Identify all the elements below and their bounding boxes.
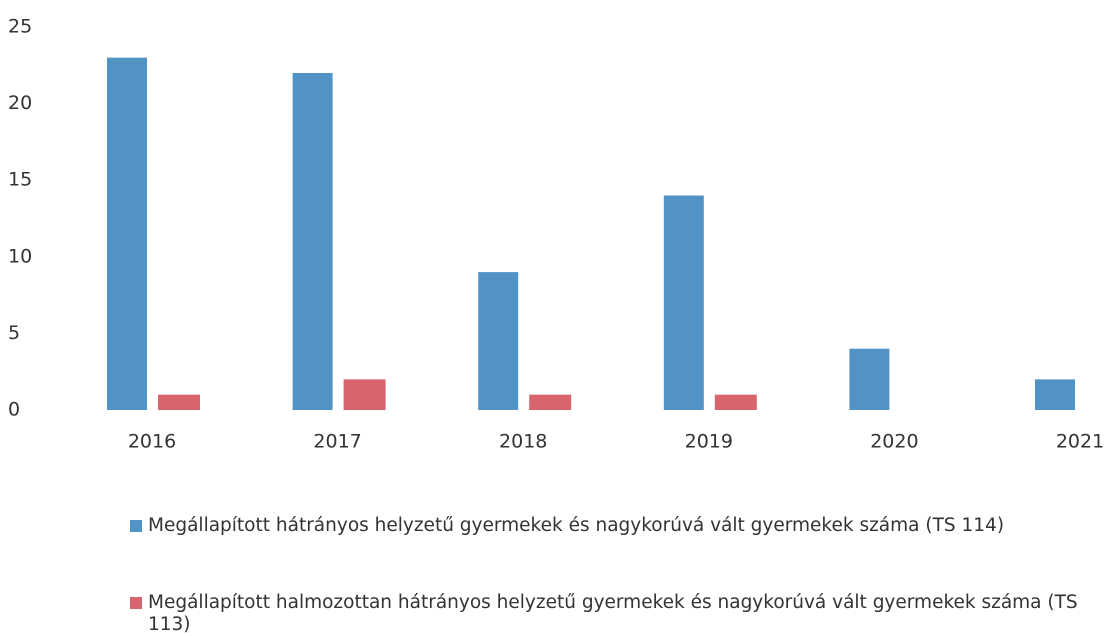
legend-swatch: [130, 520, 142, 532]
bar: [343, 379, 386, 410]
x-tick-label: 2018: [499, 431, 547, 453]
bar: [107, 57, 147, 410]
legend-label: Megállapított halmozottan hátrányos hely…: [148, 592, 1078, 635]
legend-swatch: [130, 597, 142, 609]
legend-label: Megállapított hátrányos helyzetű gyermek…: [148, 515, 1005, 536]
bar: [1035, 379, 1075, 410]
bar: [529, 394, 572, 410]
bar: [292, 72, 333, 411]
y-tick-label: 0: [8, 399, 20, 421]
y-tick-label: 10: [8, 245, 32, 267]
bar: [714, 394, 757, 410]
y-tick-label: 5: [8, 322, 20, 344]
y-tick-label: 25: [8, 16, 32, 38]
x-tick-label: 2017: [313, 431, 361, 453]
x-tick-label: 2020: [870, 431, 918, 453]
y-tick-label: 20: [8, 92, 32, 114]
x-tick-label: 2021: [1056, 431, 1104, 453]
bar: [478, 272, 519, 410]
x-tick-label: 2019: [685, 431, 733, 453]
legend-entry: Megállapított halmozottan hátrányos hely…: [130, 592, 1090, 636]
chart: 0 5 10 15 20 25 2016 2017 2018 2019 2020 2021: [8, 16, 1104, 453]
bar: [663, 195, 704, 410]
bar: [849, 348, 890, 410]
legend-entry: Megállapított hátrányos helyzetű gyermek…: [130, 515, 1090, 537]
y-tick-label: 15: [8, 169, 32, 191]
x-tick-label: 2016: [128, 431, 176, 453]
bar: [158, 394, 200, 410]
